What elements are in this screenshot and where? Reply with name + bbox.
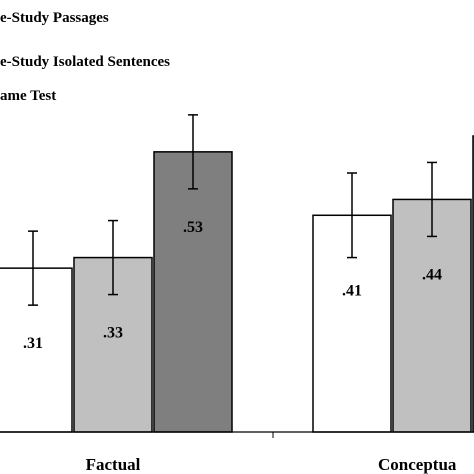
legend-item-1: e-Study Passages [0,10,109,26]
legend-item-3: ame Test [0,88,56,104]
data-label-conceptual-1: .41 [342,282,362,299]
data-label-factual-1: .31 [23,335,43,352]
data-label-conceptual-2: .44 [422,266,442,283]
bar-factual-1 [0,267,73,433]
legend-item-2: e-Study Isolated Sentences [0,54,170,70]
legend: e-Study Passages e-Study Isolated Sentenc… [0,10,170,104]
bars-layer [0,135,474,433]
error-bars-layer [28,114,437,306]
category-label-2: Conceptua [378,455,457,474]
data-label-factual-2: .33 [103,325,123,342]
bar-factual-3 [153,151,233,433]
bar-conceptual-2 [392,198,472,433]
category-label-1: Factual [86,455,141,474]
data-label-factual-3: .53 [183,219,203,236]
category-labels-layer: Factual Conceptua [86,455,457,474]
value-labels-layer: .31 .33 .53 .41 .44 [23,219,442,352]
